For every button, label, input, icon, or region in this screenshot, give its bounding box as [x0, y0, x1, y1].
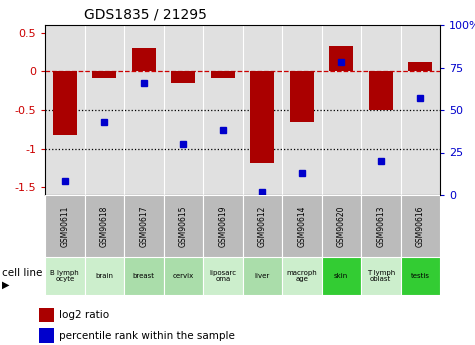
- Text: T lymph
oblast: T lymph oblast: [367, 270, 395, 282]
- Text: breast: breast: [133, 273, 155, 279]
- Text: GSM90619: GSM90619: [218, 205, 227, 247]
- Text: liposarc
oma: liposarc oma: [209, 270, 237, 282]
- Text: skin: skin: [334, 273, 348, 279]
- Bar: [45, 195, 85, 257]
- Text: cervix: cervix: [172, 273, 194, 279]
- Bar: [369, 71, 393, 110]
- Text: ▶: ▶: [2, 280, 10, 289]
- Text: percentile rank within the sample: percentile rank within the sample: [59, 331, 235, 341]
- Text: GSM90612: GSM90612: [258, 205, 267, 247]
- Bar: [250, 71, 274, 162]
- Text: GSM90617: GSM90617: [139, 205, 148, 247]
- Bar: [282, 195, 322, 257]
- Text: liver: liver: [255, 273, 270, 279]
- Text: GSM90613: GSM90613: [376, 205, 385, 247]
- Bar: [124, 195, 163, 257]
- Bar: [408, 62, 432, 71]
- Bar: [329, 46, 353, 71]
- Bar: [53, 71, 76, 135]
- Text: GSM90618: GSM90618: [100, 205, 109, 247]
- Bar: [243, 195, 282, 257]
- Bar: [203, 257, 243, 295]
- Bar: [45, 257, 85, 295]
- Bar: [400, 195, 440, 257]
- Bar: [39, 308, 54, 322]
- Text: brain: brain: [95, 273, 113, 279]
- Text: log2 ratio: log2 ratio: [59, 310, 109, 320]
- Bar: [322, 195, 361, 257]
- Bar: [282, 257, 322, 295]
- Bar: [211, 71, 235, 78]
- Bar: [85, 195, 124, 257]
- Bar: [400, 257, 440, 295]
- Text: GSM90611: GSM90611: [60, 205, 69, 247]
- Bar: [39, 328, 54, 343]
- Text: GSM90614: GSM90614: [297, 205, 306, 247]
- Text: testis: testis: [411, 273, 430, 279]
- Bar: [85, 257, 124, 295]
- Bar: [132, 48, 156, 71]
- Text: cell line: cell line: [2, 268, 43, 277]
- Bar: [171, 71, 195, 83]
- Bar: [124, 257, 163, 295]
- Bar: [163, 257, 203, 295]
- Bar: [290, 71, 314, 121]
- Bar: [361, 195, 400, 257]
- Bar: [322, 257, 361, 295]
- Text: GSM90615: GSM90615: [179, 205, 188, 247]
- Text: GDS1835 / 21295: GDS1835 / 21295: [85, 7, 208, 21]
- Bar: [361, 257, 400, 295]
- Bar: [203, 195, 243, 257]
- Bar: [163, 195, 203, 257]
- Text: B lymph
ocyte: B lymph ocyte: [50, 270, 79, 282]
- Bar: [243, 257, 282, 295]
- Text: GSM90616: GSM90616: [416, 205, 425, 247]
- Text: GSM90620: GSM90620: [337, 205, 346, 247]
- Text: macroph
age: macroph age: [286, 270, 317, 282]
- Bar: [93, 71, 116, 78]
